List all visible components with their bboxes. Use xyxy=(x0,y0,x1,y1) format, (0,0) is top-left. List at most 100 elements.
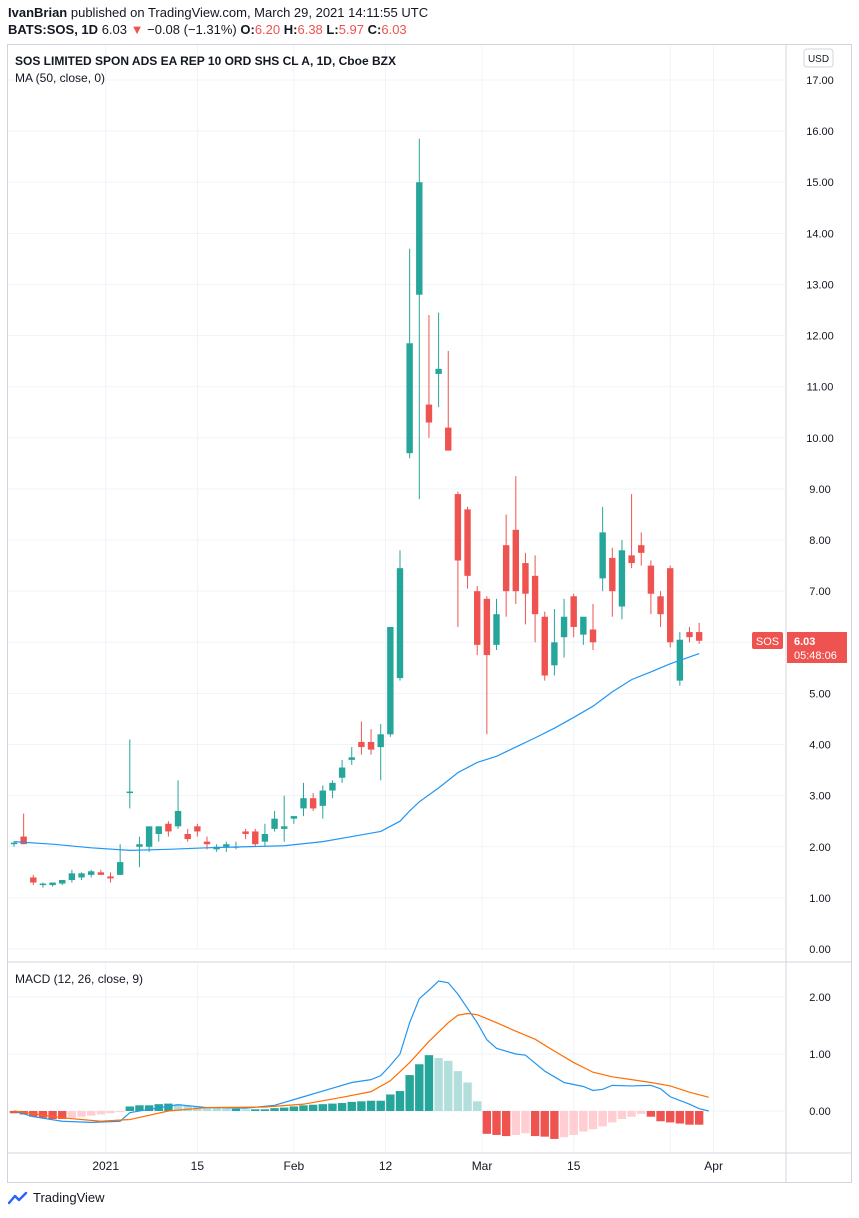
high-label: H: xyxy=(283,22,298,37)
macd-histogram-bar xyxy=(453,1071,463,1111)
candle-body xyxy=(609,557,616,592)
candle-body xyxy=(531,575,539,615)
candle-body xyxy=(319,790,326,806)
macd-histogram-bar xyxy=(241,1109,250,1111)
macd-histogram-bar xyxy=(125,1106,134,1111)
macd-histogram-bar xyxy=(569,1111,578,1135)
macd-histogram-bar xyxy=(405,1075,414,1111)
macd-histogram-bar xyxy=(58,1111,67,1119)
candle-body xyxy=(261,833,269,842)
price-change: −0.08 (−1.31%) xyxy=(147,22,237,37)
price-tick-label: 10.00 xyxy=(806,433,834,445)
macd-histogram-bar xyxy=(115,1111,125,1113)
chart-frame xyxy=(7,44,852,1183)
candle-body xyxy=(136,844,143,847)
price-tick-label: 0.00 xyxy=(809,944,830,956)
macd-histogram-bar xyxy=(289,1106,299,1111)
macd-tick-label: 1.00 xyxy=(809,1049,830,1061)
candle-body xyxy=(203,841,211,845)
candle-body xyxy=(589,629,597,643)
macd-histogram-bar xyxy=(251,1109,260,1111)
candle-body xyxy=(329,782,336,791)
candle-body xyxy=(252,831,259,845)
candle-body xyxy=(502,545,510,592)
candle-body xyxy=(628,555,635,564)
macd-histogram-bar xyxy=(318,1104,327,1111)
macd-histogram-bar xyxy=(395,1091,405,1111)
macd-histogram-bar xyxy=(222,1108,231,1111)
macd-histogram-bar xyxy=(212,1108,221,1111)
candle-body xyxy=(59,879,66,884)
candle-body xyxy=(10,842,18,845)
price-tick-label: 14.00 xyxy=(806,228,834,240)
macd-histogram-bar xyxy=(685,1111,694,1125)
macd-histogram-bar xyxy=(598,1111,607,1127)
macd-histogram-bar xyxy=(579,1111,588,1132)
macd-histogram-bar xyxy=(444,1060,453,1111)
publisher-text: published on TradingView.com, March 29, … xyxy=(67,5,429,20)
footer-brand[interactable]: TradingView xyxy=(8,1190,105,1205)
candle-body xyxy=(541,616,548,676)
candle-body xyxy=(107,876,114,879)
candle-body xyxy=(68,873,76,880)
price-tag-countdown: 05:48:06 xyxy=(794,650,837,662)
ma-legend: MA (50, close, 0) xyxy=(15,71,105,85)
macd-histogram-bar xyxy=(434,1057,443,1111)
candle-body xyxy=(348,757,355,760)
price-tick-label: 16.00 xyxy=(806,126,834,138)
candle-body xyxy=(599,532,606,579)
close-value: 6.03 xyxy=(381,22,407,37)
candle-body xyxy=(145,826,153,847)
candle-body xyxy=(406,343,413,454)
macd-histogram-bar xyxy=(376,1100,385,1111)
macd-histogram-bar xyxy=(173,1104,183,1111)
macd-histogram-bar xyxy=(144,1105,154,1111)
candle-body xyxy=(194,826,201,832)
candle-body xyxy=(367,741,375,750)
macd-histogram-bar xyxy=(521,1111,530,1134)
macd-histogram-bar xyxy=(308,1104,318,1111)
candle-body xyxy=(416,182,423,295)
symbol-label: BATS:SOS, 1D xyxy=(8,22,99,37)
macd-tick-label: 2.00 xyxy=(809,992,830,1004)
low-label: L: xyxy=(326,22,339,37)
candle-body xyxy=(281,826,288,829)
macd-histogram-bar xyxy=(106,1111,115,1114)
candle-body xyxy=(695,632,703,641)
macd-histogram-bar xyxy=(627,1111,636,1117)
candle-body xyxy=(20,836,27,845)
macd-histogram-bar xyxy=(260,1109,270,1111)
macd-histogram-bar xyxy=(588,1111,598,1130)
price-tick-label: 13.00 xyxy=(806,279,834,291)
macd-line xyxy=(13,980,709,1124)
macd-histogram-bar xyxy=(48,1111,57,1119)
tradingview-logo-icon xyxy=(8,1191,28,1204)
footer-brand-label: TradingView xyxy=(33,1190,105,1205)
macd-histogram-bar xyxy=(9,1111,19,1114)
candle-body xyxy=(88,871,95,875)
candle-body xyxy=(618,550,626,607)
publisher-user[interactable]: IvanBrian xyxy=(8,5,68,20)
publisher-line: IvanBrian published on TradingView.com, … xyxy=(8,5,428,20)
candle-body xyxy=(483,598,491,656)
macd-histogram-bar xyxy=(87,1111,96,1116)
macd-tick-label: 0.00 xyxy=(809,1106,830,1118)
signal-line xyxy=(13,1012,709,1122)
macd-histogram-bar xyxy=(280,1107,289,1111)
time-tick-label: Apr xyxy=(704,1159,723,1173)
price-tag: SOS 6.03 05:48:06 xyxy=(752,632,847,663)
macd-histogram-bar xyxy=(656,1111,665,1122)
price-tick-label: 15.00 xyxy=(806,177,834,189)
macd-histogram-bar xyxy=(299,1105,308,1111)
candle-body xyxy=(396,568,404,679)
time-tick-label: 12 xyxy=(379,1159,393,1173)
candle-body xyxy=(30,877,37,883)
currency-button[interactable] xyxy=(803,48,834,68)
price-tag-symbol: SOS xyxy=(756,636,779,648)
candle-body xyxy=(387,626,394,735)
candle-body xyxy=(570,596,577,627)
macd-histogram-bar xyxy=(424,1055,434,1111)
macd-histogram-bar xyxy=(511,1111,520,1135)
macd-histogram-bar xyxy=(646,1111,656,1117)
